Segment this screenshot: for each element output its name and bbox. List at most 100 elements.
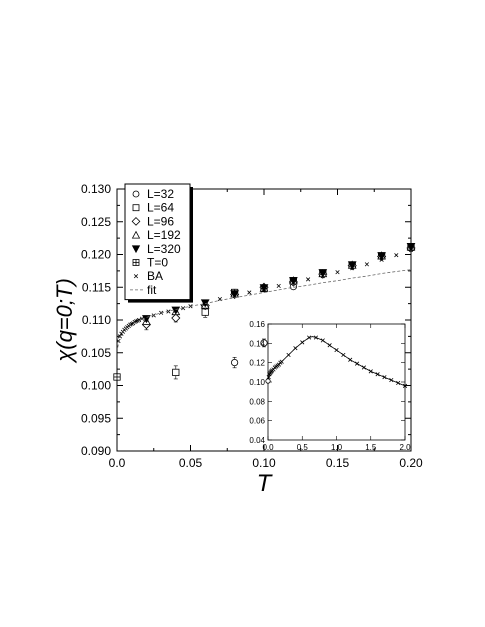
cross-b	[313, 335, 319, 340]
series-t-0	[113, 373, 121, 381]
data-point-filled-triangle	[318, 269, 328, 278]
inset-x-tick-label: 1.5	[365, 443, 377, 452]
data-point-triangle	[131, 230, 141, 239]
cross-b	[396, 380, 401, 386]
data-point-cross	[293, 346, 298, 351]
cross-b	[306, 277, 311, 282]
x-tick-label: 0.05	[179, 456, 203, 470]
data-point-cross	[396, 380, 401, 386]
data-point-cross	[320, 338, 325, 343]
data-point-cross	[334, 348, 339, 353]
cross-b	[276, 283, 281, 289]
cross-b	[368, 369, 373, 374]
y-tick-label: 0.130	[81, 182, 111, 196]
main-data-layer	[113, 242, 416, 381]
cross-b	[361, 365, 366, 370]
inset-x-tick-label: 1.0	[331, 443, 343, 452]
data-point-cross	[279, 359, 284, 364]
data-point-diamond	[131, 217, 141, 226]
inset-x-tick-label: 0.5	[297, 443, 309, 452]
data-point-cross	[361, 365, 366, 370]
data-point-cross	[394, 253, 399, 258]
data-point-filled-triangle	[347, 261, 357, 270]
cross-b	[232, 293, 237, 298]
x-tick-label: 0.0	[109, 456, 126, 470]
y-tick-label: 0.115	[82, 280, 111, 294]
data-point-cross	[375, 372, 380, 377]
data-point-circle	[260, 339, 268, 347]
data-point-cross	[364, 262, 369, 267]
cross-b	[334, 348, 339, 353]
legend-label: L=320	[147, 242, 181, 256]
data-point-cross	[306, 277, 311, 282]
y-axis-label: χ(q=0;T)	[52, 278, 77, 364]
data-point-cross	[286, 352, 291, 358]
data-point-cross	[116, 338, 121, 344]
cross-b	[320, 274, 325, 279]
data-point-cross	[335, 270, 340, 275]
data-point-boxed-plus	[132, 259, 140, 266]
data-point-filled-triangle	[131, 245, 141, 254]
data-point-circle	[132, 190, 140, 198]
main-axes: 0.090 0.095 0.100 0.105 0.110 0.115 0.120 0.125…	[81, 182, 423, 470]
cross-b	[341, 352, 346, 358]
cross-b	[133, 274, 139, 279]
data-point-filled-triangle	[259, 284, 269, 293]
fit-line	[117, 269, 412, 348]
data-point-cross	[382, 375, 387, 380]
cross-b	[354, 361, 360, 366]
inset-y-tick-label: 0.04	[249, 436, 265, 445]
cross-b	[348, 357, 353, 362]
inset-plot: 0.04 0.06 0.08 0.10 0.12 0.14 0.16 0.0 0.5 1.0 1.5…	[249, 320, 411, 452]
inset-y-tick-label: 0.10	[249, 378, 265, 387]
data-point-cross	[261, 287, 267, 292]
data-point-cross	[389, 377, 394, 383]
cross-b	[279, 359, 284, 364]
data-point-cross	[291, 280, 296, 285]
data-point-cross	[341, 352, 346, 358]
data-point-square	[132, 204, 140, 212]
series-fit	[117, 269, 412, 348]
inset-frame	[267, 323, 406, 441]
cross-b	[382, 375, 387, 380]
data-point-cross	[247, 290, 252, 295]
cross-b	[408, 247, 414, 252]
data-point-cross	[354, 361, 360, 366]
data-point-cross	[133, 274, 139, 279]
data-point-filled-triangle	[377, 252, 386, 261]
cross-b	[335, 270, 340, 275]
legend-label: L=96	[147, 214, 174, 228]
legend-label: BA	[147, 269, 163, 283]
legend-label: L=32	[147, 187, 174, 201]
cross-b	[286, 352, 291, 358]
cross-b	[327, 343, 332, 348]
x-axis-label: T	[257, 470, 274, 497]
cross-b	[402, 383, 408, 388]
data-point-cross	[232, 293, 237, 298]
cross-b	[266, 375, 271, 380]
legend-label: fit	[147, 283, 157, 297]
cross-b	[394, 253, 399, 258]
x-tick-label: 0.15	[326, 456, 350, 470]
y-tick-label: 0.095	[81, 411, 111, 425]
cross-b	[379, 257, 384, 262]
data-point-cross	[313, 335, 319, 340]
inset-x-tick-label: 0.0	[262, 443, 274, 452]
inset-y-tick-label: 0.12	[249, 359, 265, 368]
cross-b	[293, 346, 298, 351]
cross-b	[247, 290, 252, 295]
cross-b	[350, 266, 355, 271]
legend-label: L=64	[147, 201, 174, 215]
legend-label: L=192	[147, 228, 181, 242]
data-point-square	[172, 368, 180, 377]
inset-x-tick-label: 2.0	[399, 443, 411, 452]
y-tick-label: 0.110	[82, 313, 111, 327]
data-point-cross	[300, 340, 305, 345]
data-point-cross	[350, 266, 355, 271]
cross-b	[139, 316, 145, 321]
y-tick-label: 0.120	[81, 248, 111, 262]
y-tick-label: 0.105	[81, 346, 111, 360]
legend-label: T=0	[147, 256, 168, 270]
